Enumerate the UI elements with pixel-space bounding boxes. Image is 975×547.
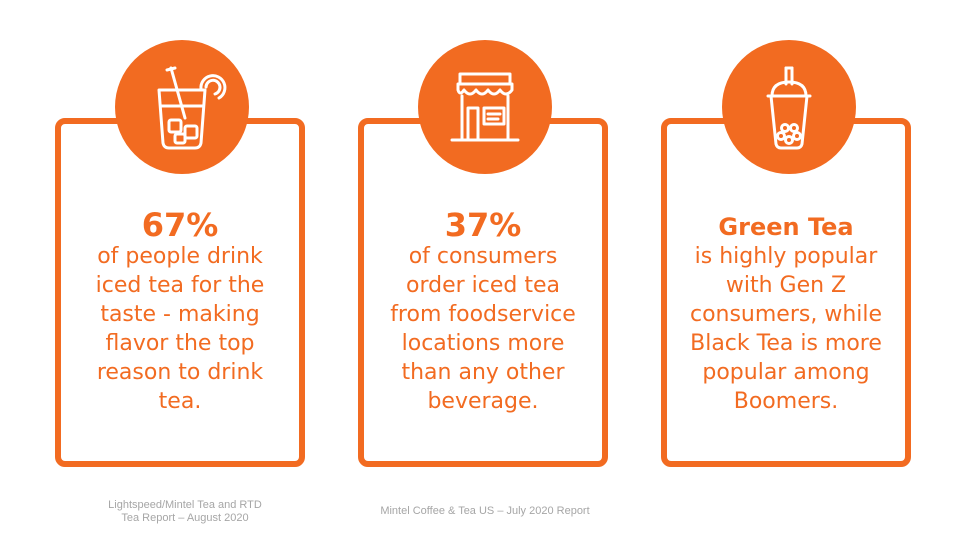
desc-line: from foodservice (390, 302, 576, 327)
desc-line: beverage. (427, 389, 539, 414)
source-citation-center: Mintel Coffee & Tea US – July 2020 Repor… (350, 505, 620, 518)
desc-line: consumers, while (689, 302, 883, 327)
desc-line: than any other (401, 360, 565, 385)
stat-card-green-tea (661, 118, 911, 467)
desc-line: flavor the top (105, 331, 255, 356)
desc-line: taste - making (100, 302, 260, 327)
iced-tea-glass-icon (157, 66, 227, 150)
desc-line: tea. (158, 389, 202, 414)
desc-line: with Gen Z (725, 273, 847, 298)
desc-line: Black Tea is more (690, 331, 882, 356)
source-line: Mintel Coffee & Tea US – July 2020 Repor… (380, 505, 590, 517)
source-line: Tea Report – August 2020 (121, 512, 249, 524)
stat-value: 67% (141, 206, 219, 244)
desc-line: of people drink (97, 244, 263, 269)
desc-line: order iced tea (406, 273, 560, 298)
stat-value: Green Tea (718, 213, 854, 241)
desc-line: is highly popular (694, 244, 878, 269)
badge-circle (722, 40, 856, 174)
source-citation-left: Lightspeed/Mintel Tea and RTD Tea Report… (70, 499, 300, 525)
desc-line: popular among (702, 360, 870, 385)
badge-circle (115, 40, 249, 174)
desc-line: reason to drink (96, 360, 264, 385)
badge-circle (418, 40, 552, 174)
card-text-green-tea: Green Tea is highly popular with Gen Z c… (667, 212, 905, 416)
stat-card-foodservice (358, 118, 608, 467)
stat-value: 37% (444, 206, 522, 244)
desc-line: locations more (401, 331, 565, 356)
desc-line: of consumers (408, 244, 558, 269)
storefront-icon (450, 72, 520, 142)
card-text-taste: 67% of people drink iced tea for the tas… (61, 208, 299, 416)
bubble-tea-icon (766, 66, 812, 150)
desc-line: iced tea for the (95, 273, 265, 298)
source-line: Lightspeed/Mintel Tea and RTD (108, 499, 262, 511)
card-text-foodservice: 37% of consumers order iced tea from foo… (364, 208, 602, 416)
desc-line: Boomers. (733, 389, 839, 414)
